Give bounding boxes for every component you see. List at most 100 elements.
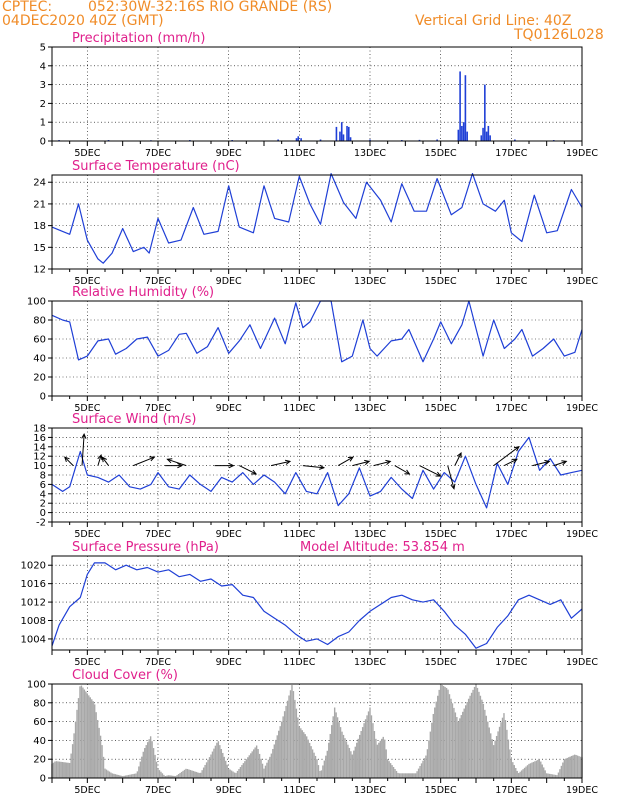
cloud-bar bbox=[513, 765, 515, 778]
cloud-bar bbox=[509, 749, 511, 778]
cloud-bar bbox=[198, 772, 200, 778]
cloud-bar bbox=[297, 717, 299, 778]
wind-vector-shaft bbox=[97, 454, 102, 466]
x-tick-label: 5DEC bbox=[74, 529, 100, 540]
cloud-bar bbox=[353, 750, 355, 778]
y-tick-label: 4 bbox=[40, 489, 46, 500]
cloud-bar bbox=[83, 689, 86, 778]
cloud-bar bbox=[344, 738, 346, 778]
cloud-bar bbox=[547, 773, 549, 778]
cloud-bar bbox=[435, 701, 437, 778]
cloud-bar bbox=[391, 765, 393, 778]
cloud-bar bbox=[294, 699, 296, 778]
cloud-bar bbox=[219, 745, 221, 778]
wind-series-line bbox=[51, 436, 583, 509]
wind-vector bbox=[302, 464, 326, 470]
cloud-bar bbox=[236, 770, 239, 778]
pressure-title: Surface Pressure (hPa) bbox=[72, 540, 219, 555]
cloud-bar bbox=[520, 770, 523, 778]
cloud-bar bbox=[529, 763, 532, 778]
cloud-bar bbox=[82, 687, 84, 778]
cloud-bar bbox=[197, 772, 199, 778]
cloud-bar bbox=[466, 702, 468, 778]
cloud-bar bbox=[351, 754, 354, 778]
cloud-bar bbox=[154, 754, 156, 778]
wind-vector-head bbox=[149, 456, 156, 462]
wind-vector bbox=[352, 459, 371, 467]
x-tick-label: 13DEC bbox=[354, 148, 386, 159]
cloud-bar bbox=[553, 774, 555, 778]
cloud-bar bbox=[292, 691, 295, 778]
wind-vector-shaft bbox=[493, 446, 520, 467]
cloud-bar bbox=[252, 749, 255, 778]
x-tick-label: 9DEC bbox=[216, 529, 242, 540]
y-tick-label: 15 bbox=[33, 243, 46, 254]
cloud-bar bbox=[331, 725, 333, 778]
x-tick-label: 7DEC bbox=[145, 785, 171, 796]
cloud-bar bbox=[481, 699, 483, 778]
cloud-bar bbox=[226, 764, 228, 778]
x-tick-label: 13DEC bbox=[354, 276, 386, 287]
cloud-bar bbox=[416, 771, 418, 778]
x-tick-label: 7DEC bbox=[145, 148, 171, 159]
precip-bar bbox=[335, 126, 338, 141]
panel-humidity: 0 20 40 60 80 100 5DEC 7DEC 9DEC 11DEC 13DEC 15DEC 1… bbox=[27, 285, 598, 414]
x-tick-label: 13DEC bbox=[354, 785, 386, 796]
cloud-bar bbox=[409, 773, 411, 778]
wind-vector-shaft bbox=[373, 460, 391, 467]
cloud-bar bbox=[476, 687, 479, 778]
cloud-bar bbox=[167, 775, 170, 778]
cloud-bar bbox=[472, 689, 474, 778]
wind-vector-head bbox=[347, 456, 354, 462]
cloud-bar bbox=[335, 712, 337, 778]
precip-bar bbox=[297, 136, 300, 141]
cloud-bar bbox=[437, 695, 439, 778]
cloud-bar bbox=[142, 751, 144, 778]
cloud-bar bbox=[276, 735, 278, 778]
cloud-bar bbox=[225, 760, 227, 778]
cloud-bar bbox=[116, 774, 118, 778]
cloud-bar bbox=[333, 707, 336, 778]
y-tick-label: 18 bbox=[33, 424, 46, 435]
cloud-bar bbox=[559, 769, 561, 778]
y-tick-label: 1004 bbox=[21, 634, 46, 645]
cloud-bar bbox=[242, 763, 245, 778]
cloud-bar bbox=[320, 770, 323, 778]
cloud-bar bbox=[230, 770, 233, 778]
wind-vector-head bbox=[450, 483, 456, 490]
model-code-label: TQ0126L028 bbox=[514, 27, 604, 43]
cloud-bar bbox=[484, 709, 486, 778]
cloud-bar bbox=[329, 733, 331, 778]
cloud-bar bbox=[439, 684, 442, 778]
wind-vector-shaft bbox=[394, 465, 410, 475]
x-tick-label: 15DEC bbox=[425, 403, 457, 414]
y-tick-label: 2 bbox=[40, 99, 46, 110]
cloud-bar bbox=[348, 747, 351, 778]
wind-vector-head bbox=[177, 462, 184, 469]
cloud-bar bbox=[565, 758, 567, 778]
cloud-bar bbox=[428, 740, 430, 778]
cloud-bar bbox=[376, 744, 379, 778]
cloud-bar bbox=[579, 756, 582, 778]
wind-vector bbox=[166, 458, 187, 467]
cloud-bar bbox=[192, 770, 195, 778]
cloud-bar bbox=[470, 692, 473, 778]
x-tick-label: 17DEC bbox=[495, 657, 527, 668]
x-tick-label: 19DEC bbox=[566, 657, 598, 668]
cloud-bar bbox=[102, 756, 105, 778]
x-tick-label: 5DEC bbox=[74, 785, 100, 796]
cloud-bar bbox=[74, 721, 77, 778]
cloud-bar bbox=[211, 751, 214, 778]
cloud-bar bbox=[367, 711, 370, 778]
y-tick-label: 3 bbox=[40, 80, 46, 91]
cloud-bar bbox=[557, 772, 560, 778]
grid-note-label: Vertical Grid Line: 40Z bbox=[415, 13, 572, 29]
x-tick-label: 11DEC bbox=[283, 148, 315, 159]
cloud-bar bbox=[463, 708, 465, 778]
cloud-bar bbox=[91, 699, 93, 778]
x-tick-label: 11DEC bbox=[283, 529, 315, 540]
cloud-bar bbox=[300, 728, 302, 778]
cloud-bar bbox=[101, 745, 103, 778]
cloud-bar bbox=[121, 776, 124, 778]
cloud-bar bbox=[528, 763, 530, 778]
